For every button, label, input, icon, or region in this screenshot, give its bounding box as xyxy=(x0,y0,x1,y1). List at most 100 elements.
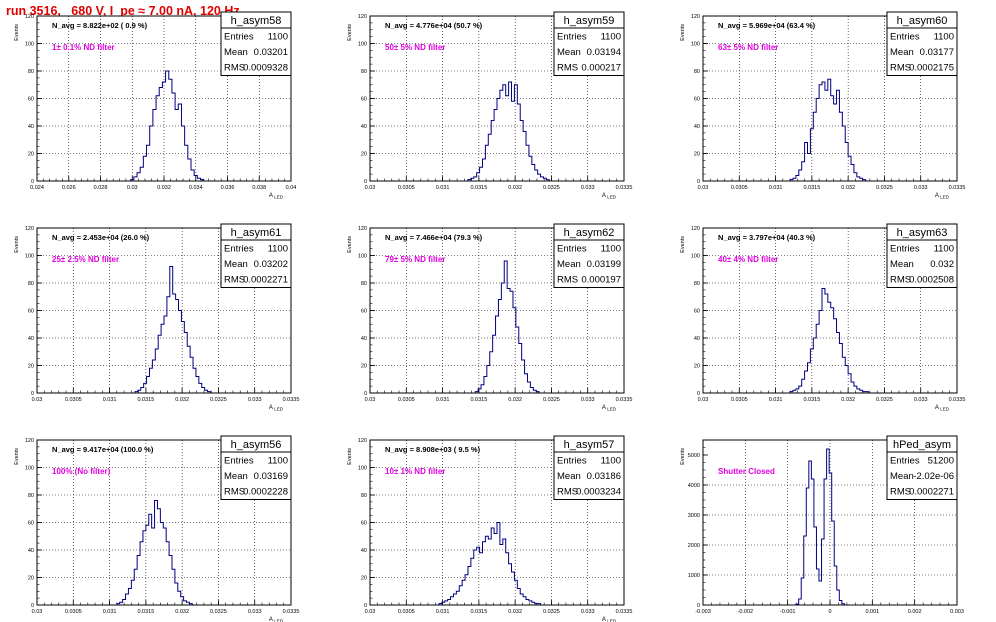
y-axis-label: Events xyxy=(14,236,20,253)
x-tick-label: 0.033 xyxy=(914,185,928,191)
stats-mean-value: 0.03169 xyxy=(254,471,288,482)
stats-entries-value: 1100 xyxy=(934,32,954,43)
stats-mean-value: 0.03177 xyxy=(920,47,954,58)
x-tick-label: 0.0335 xyxy=(616,609,633,615)
navg-text: N_avg = 8.908e+03 ( 9.5 %) xyxy=(385,445,481,454)
stats-mean-label: Mean xyxy=(557,471,581,482)
histogram-h_asym56: 0.03 0.0305 0.031 0.0315 0.032 0.0325 0.033 0.0… xyxy=(14,435,299,622)
stats-mean-value: 0.03186 xyxy=(587,471,621,482)
x-tick-label: 0.03 xyxy=(32,397,43,403)
x-tick-label: 0.032 xyxy=(841,397,855,403)
x-tick-label: 0.032 xyxy=(175,397,189,403)
stats-mean-label: Mean xyxy=(890,259,914,270)
y-tick-label: 40 xyxy=(28,548,34,554)
histogram-line xyxy=(438,522,542,605)
y-tick-label: 0 xyxy=(697,391,700,397)
y-tick-label: 20 xyxy=(694,152,700,158)
histogram-h_asym60: 0.03 0.0305 0.031 0.0315 0.032 0.0325 0.033 0.0… xyxy=(680,11,965,200)
x-tick-label: 0.033 xyxy=(914,397,928,403)
navg-text: N_avg = 4.776e+04 (50.7 %) xyxy=(385,21,483,30)
navg-text: N_avg = 8.822e+02 ( 0.9 %) xyxy=(52,21,148,30)
x-tick-label: 0.032 xyxy=(157,185,171,191)
stats-mean-label: Mean xyxy=(224,471,248,482)
x-tick-label: 0.033 xyxy=(581,397,595,403)
x-tick-label: 0.032 xyxy=(508,185,522,191)
y-tick-label: 3000 xyxy=(688,513,700,519)
histogram-line xyxy=(134,266,211,393)
stats-box xyxy=(886,239,958,288)
x-tick-label: -0.002 xyxy=(738,609,754,615)
y-tick-label: 20 xyxy=(28,576,34,582)
y-tick-label: 120 xyxy=(691,226,700,232)
x-tick-label: 0.0325 xyxy=(543,609,560,615)
x-tick-label: 0.0305 xyxy=(731,397,748,403)
histogram-line xyxy=(789,78,867,181)
y-axis-label: Events xyxy=(347,448,353,465)
histogram-h_asym59: 0.03 0.0305 0.031 0.0315 0.032 0.0325 0.033 0.0… xyxy=(347,11,633,200)
navg-text: N_avg = 2.453e+04 (26.0 %) xyxy=(52,233,150,242)
x-tick-label: 0.0335 xyxy=(949,397,966,403)
y-tick-label: 80 xyxy=(28,493,34,499)
y-tick-label: 100 xyxy=(358,42,367,48)
stats-entries-value: 1100 xyxy=(601,244,621,255)
stats-box xyxy=(220,239,292,288)
y-tick-label: 100 xyxy=(25,254,34,260)
stats-title: h_asym61 xyxy=(231,227,282,239)
x-tick-label: -0.001 xyxy=(780,609,796,615)
y-tick-label: 40 xyxy=(361,336,367,342)
navg-text: N_avg = 3.797e+04 (40.3 %) xyxy=(718,233,816,242)
y-tick-label: 40 xyxy=(28,124,34,130)
stats-rms-value: 0.0002228 xyxy=(243,487,288,498)
y-tick-label: 60 xyxy=(361,309,367,315)
x-tick-label: 0.032 xyxy=(508,609,522,615)
y-tick-label: 0 xyxy=(31,179,34,185)
y-tick-label: 120 xyxy=(691,14,700,20)
stats-rms-value: 0.0002175 xyxy=(909,63,954,74)
y-axis-label: Events xyxy=(347,24,353,41)
x-tick-label: 0.036 xyxy=(221,185,235,191)
y-tick-label: 40 xyxy=(694,336,700,342)
y-tick-label: 20 xyxy=(694,364,700,370)
x-tick-label: 0.03 xyxy=(698,397,709,403)
navg-text: N_avg = 9.417e+04 (100.0 %) xyxy=(52,445,154,454)
stats-mean-label: Mean xyxy=(224,259,248,270)
stats-title: h_asym56 xyxy=(231,439,282,451)
stats-rms-label: RMS xyxy=(224,487,245,498)
x-tick-label: 0.031 xyxy=(769,185,783,191)
x-tick-label: 0.031 xyxy=(436,397,450,403)
y-tick-label: 40 xyxy=(361,124,367,130)
x-tick-label: 0.031 xyxy=(436,185,450,191)
y-axis-label: Events xyxy=(14,24,20,41)
x-tick-label: 0.04 xyxy=(286,185,297,191)
x-tick-label: 0.03 xyxy=(127,185,138,191)
y-tick-label: 100 xyxy=(358,466,367,472)
histogram-h_asym57: 0.03 0.0305 0.031 0.0315 0.032 0.0325 0.033 0.0… xyxy=(347,435,633,622)
y-tick-label: 100 xyxy=(691,254,700,260)
stats-box xyxy=(220,27,292,76)
stats-rms-label: RMS xyxy=(224,275,245,286)
x-tick-label: 0.0305 xyxy=(65,609,82,615)
y-axis-label: Events xyxy=(14,448,20,465)
y-tick-label: 120 xyxy=(25,226,34,232)
x-tick-label: 0.0335 xyxy=(616,185,633,191)
x-tick-label: 0.0335 xyxy=(283,397,300,403)
stats-mean-label: Mean xyxy=(890,47,914,58)
stats-title: h_asym58 xyxy=(231,15,282,27)
histogram-line xyxy=(130,70,205,181)
stats-box xyxy=(220,451,292,500)
filter-label: 63± 5% ND filter xyxy=(718,43,778,52)
x-tick-label: 0.0315 xyxy=(470,609,487,615)
histogram-h_asym63: 0.03 0.0305 0.031 0.0315 0.032 0.0325 0.033 0.0… xyxy=(680,223,966,412)
y-axis-label: Events xyxy=(680,448,686,465)
y-tick-label: 60 xyxy=(28,97,34,103)
y-tick-label: 0 xyxy=(31,603,34,609)
y-axis-label: Events xyxy=(680,24,686,41)
x-tick-label: 0.0305 xyxy=(65,397,82,403)
x-tick-label: 0.034 xyxy=(189,185,203,191)
x-tick-label: 0.033 xyxy=(248,397,262,403)
x-tick-label: 0.031 xyxy=(436,609,450,615)
stats-entries-label: Entries xyxy=(557,456,587,467)
stats-entries-value: 1100 xyxy=(601,456,621,467)
x-tick-label: 0.032 xyxy=(508,397,522,403)
